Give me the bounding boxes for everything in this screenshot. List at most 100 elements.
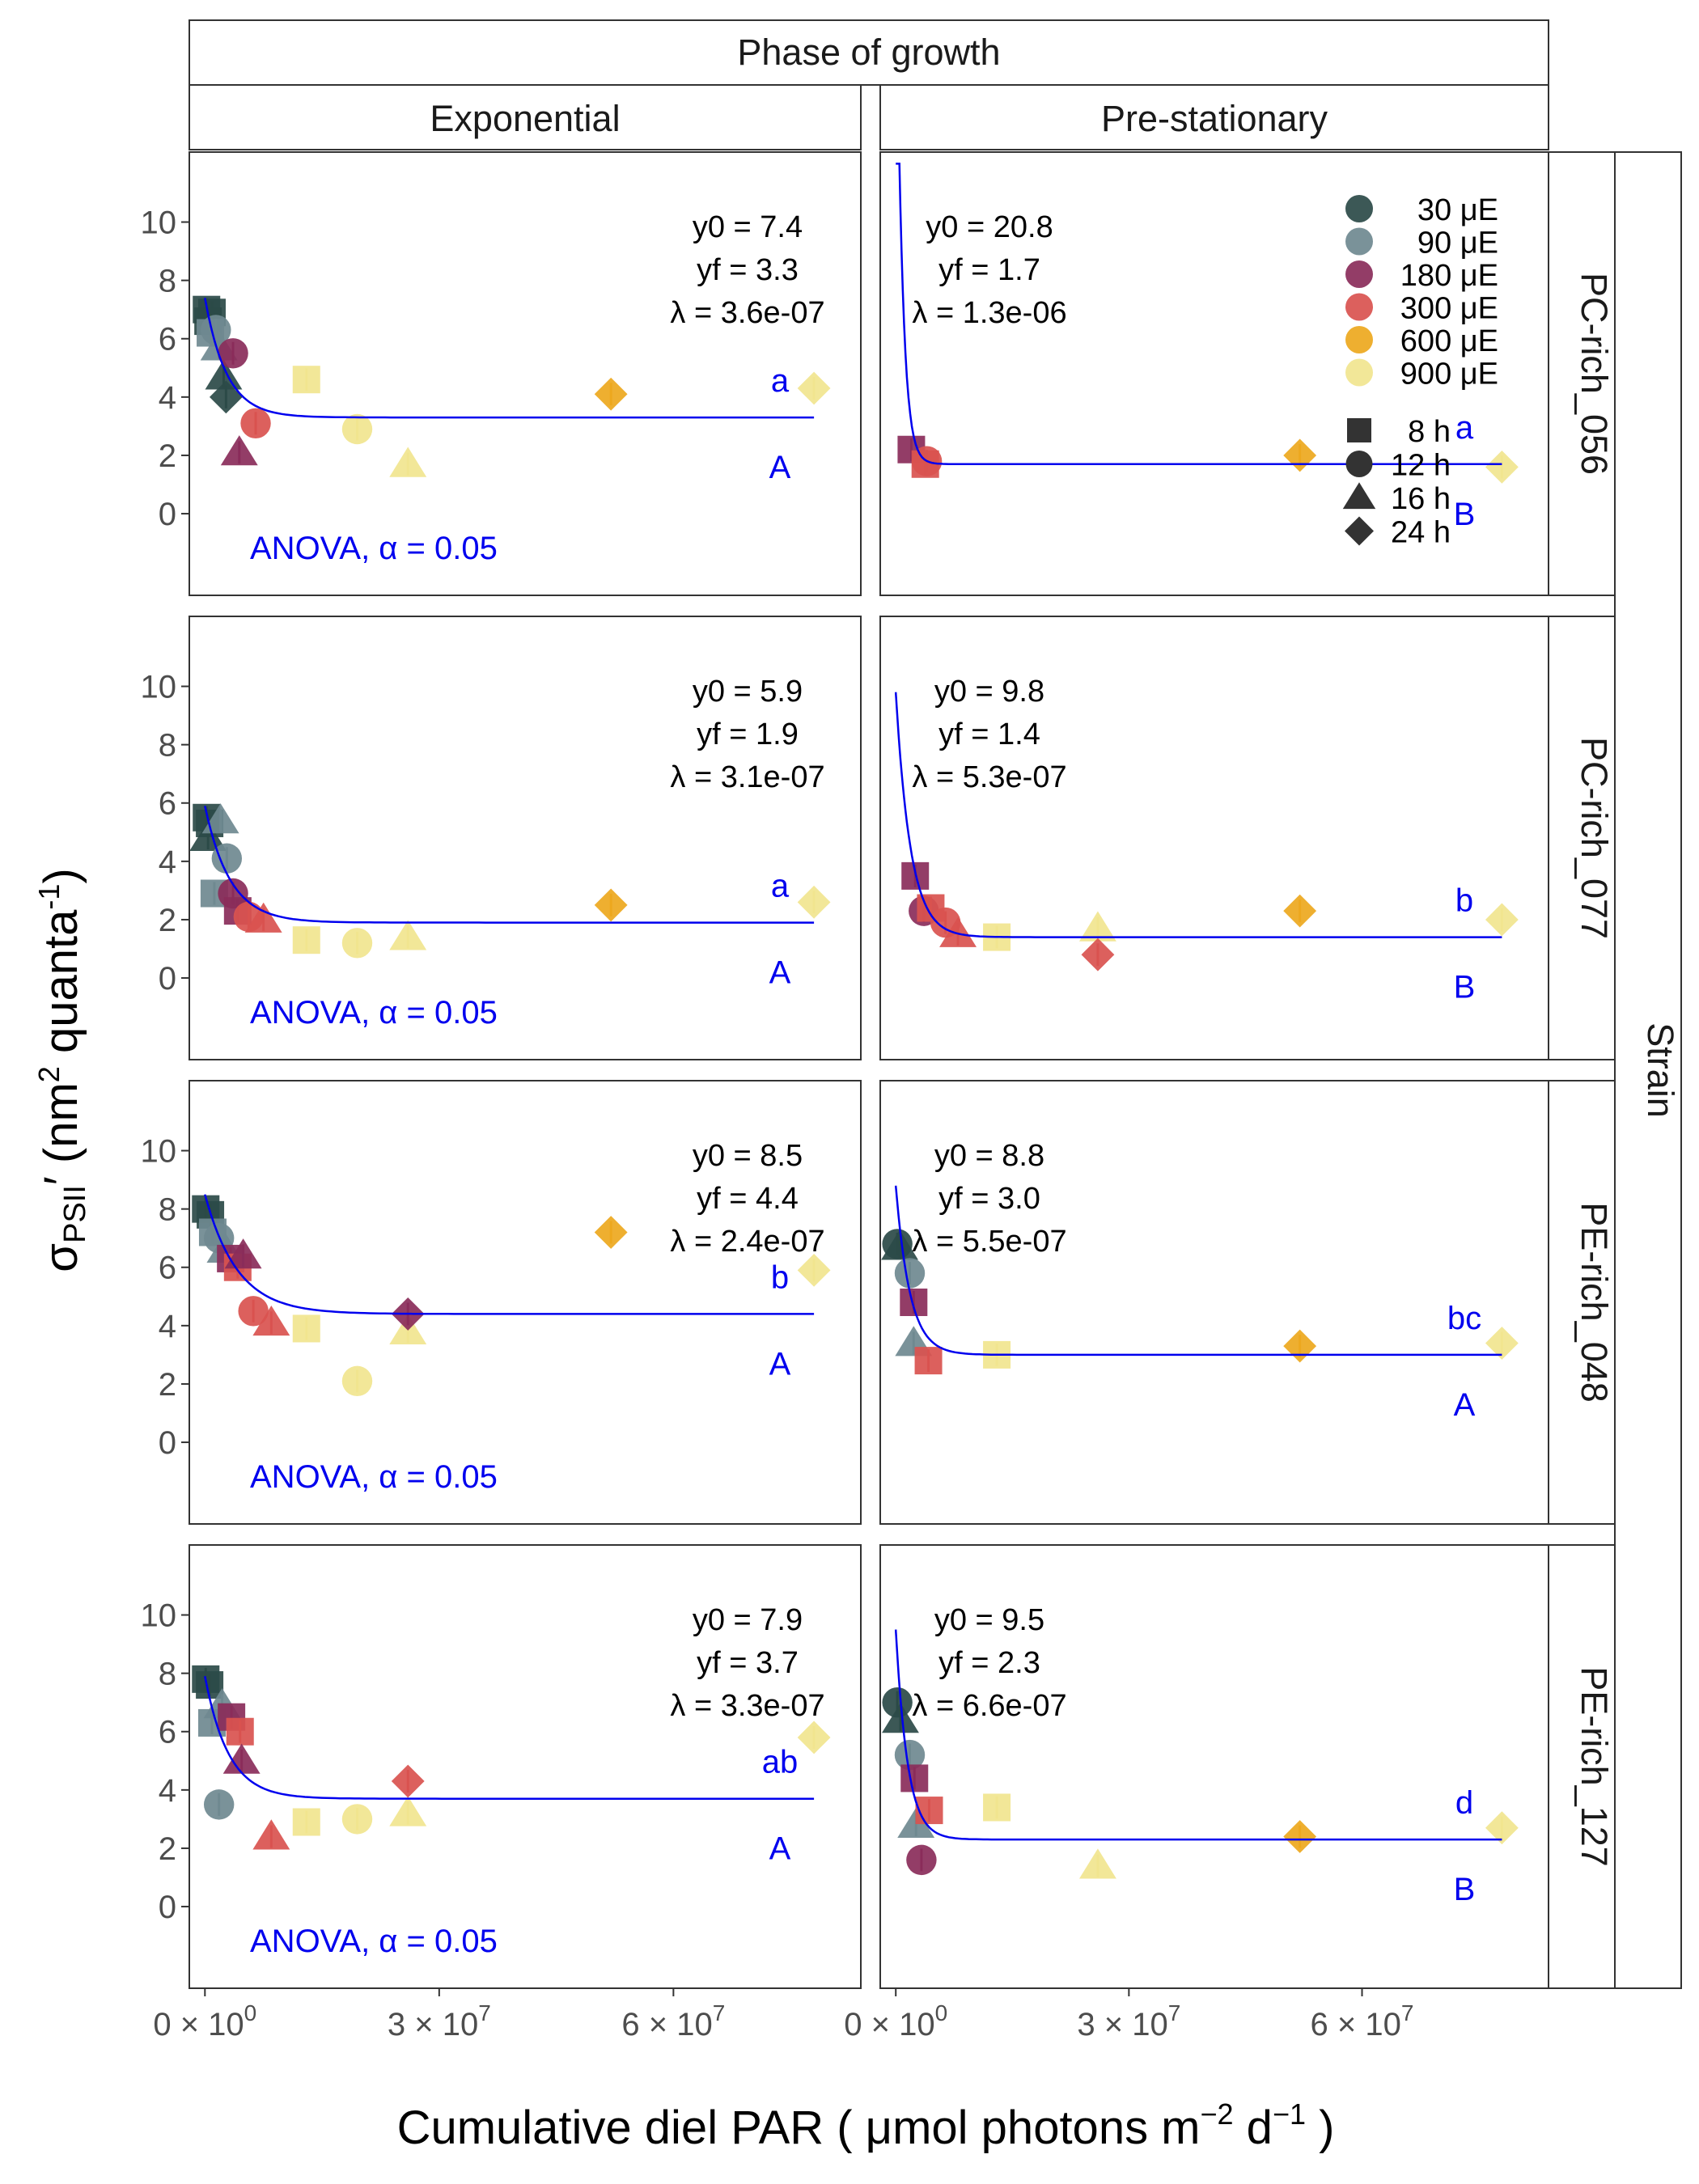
y-tick-label: 10 — [141, 1598, 177, 1634]
x-title-b: d — [1234, 2101, 1273, 2154]
data-point — [1283, 894, 1317, 928]
data-point — [224, 1238, 262, 1269]
fit-stat: y0 = 7.9 — [693, 1603, 803, 1637]
y-tick-label: 2 — [159, 1831, 176, 1867]
data-point — [226, 1717, 254, 1746]
group-letter-lower: bc — [1447, 1301, 1481, 1336]
group-letter-lower: a — [771, 869, 790, 904]
fit-line — [896, 163, 1502, 466]
y-tick-label: 6 — [159, 786, 176, 822]
group-letter-upper: A — [769, 1346, 791, 1382]
fit-stat: λ = 5.3e-07 — [912, 760, 1066, 794]
fit-line — [204, 298, 815, 419]
y-tick-label: 4 — [159, 1309, 176, 1344]
panel-border — [189, 616, 862, 1060]
fit-stat: λ = 1.3e-06 — [912, 296, 1066, 330]
data-point — [209, 380, 243, 414]
legend-light-swatch — [1345, 326, 1373, 353]
fit-stat: y0 = 9.8 — [934, 675, 1044, 709]
row-strip-3: PE-rich_127 — [1574, 1666, 1615, 1867]
group-letter-upper: A — [769, 1831, 791, 1867]
row-strip-3-box — [1548, 1544, 1616, 1989]
y-tick-label: 6 — [159, 1251, 176, 1286]
fit-stat: yf = 3.3 — [697, 253, 799, 287]
data-point — [906, 1844, 937, 1876]
data-point — [914, 1347, 943, 1375]
data-point — [201, 803, 239, 834]
legend-light-label: 300 μE — [1400, 292, 1498, 326]
x-tick-label: 6 × 107 — [1311, 2000, 1414, 2042]
y-title-rest: ′ (nm — [35, 1082, 87, 1185]
fit-stat: yf = 2.3 — [938, 1646, 1040, 1680]
panel-border — [879, 1544, 1549, 1989]
data-point — [594, 888, 628, 922]
x-title-sup-a: −2 — [1201, 2097, 1234, 2131]
panel-border — [189, 1544, 862, 1989]
y-axis-title: σPSII′ (nm2 quanta-1) — [32, 868, 92, 1272]
col-strip-prestationary: Pre-stationary — [1101, 98, 1328, 139]
fit-stat: λ = 2.4e-07 — [670, 1225, 824, 1259]
data-point — [341, 1365, 373, 1397]
panel-border — [189, 1080, 862, 1525]
fit-line — [894, 1629, 1502, 1841]
data-point — [389, 920, 427, 950]
data-point — [882, 1703, 919, 1733]
x-tick-label: 3 × 107 — [1077, 2000, 1180, 2042]
legend-shape-label: 16 h — [1391, 482, 1451, 516]
data-point — [341, 928, 373, 959]
legend-light-label: 900 μE — [1400, 358, 1498, 392]
legend-shape-swatch — [1342, 482, 1376, 510]
data-point — [881, 1230, 918, 1260]
strain-strip-box — [1614, 151, 1682, 1989]
data-point — [1485, 450, 1519, 484]
group-letter-lower: ab — [762, 1745, 799, 1780]
y-tick-label: 8 — [159, 264, 176, 299]
fit-stat: yf = 3.7 — [697, 1646, 799, 1680]
fit-stat: yf = 1.7 — [938, 253, 1040, 287]
anova-label: ANOVA, α = 0.05 — [250, 531, 498, 566]
panel-PE-rich_048-pre-stationary: y0 = 8.8 yf = 3.0 λ = 5.5e-07 bc A — [879, 1080, 1549, 1525]
anova-label: ANOVA, α = 0.05 — [250, 995, 498, 1031]
data-point — [389, 447, 427, 477]
y-tick-label: 10 — [141, 670, 177, 705]
phase-strip-box — [189, 19, 1549, 86]
y-tick-label: 10 — [141, 205, 177, 241]
data-point — [797, 371, 831, 405]
panel-PC-rich_077-exponential: 0 2 4 6 8 10 y0 = 5.9 yf = 1.9 λ = 3.1e-07 a A ANOV… — [141, 616, 862, 1060]
y-tick-label: 8 — [159, 728, 176, 764]
legend-shape-swatch — [1345, 516, 1374, 546]
group-letter-upper: B — [1454, 497, 1476, 532]
y-tick-label: 8 — [159, 1192, 176, 1228]
y-tick-label: 6 — [159, 322, 176, 358]
data-point — [218, 338, 248, 369]
fit-stat: y0 = 7.4 — [693, 210, 803, 244]
data-point — [211, 843, 243, 874]
legend-light-label: 600 μE — [1400, 324, 1498, 358]
row-strip-2-box — [1548, 1080, 1616, 1525]
x-tick-label: 0 × 100 — [844, 2000, 947, 2042]
fit-stat: y0 = 5.9 — [693, 675, 803, 709]
group-letter-upper: A — [1454, 1387, 1476, 1423]
y-tick-label: 0 — [159, 497, 176, 532]
y-tick-label: 4 — [159, 844, 176, 880]
data-point — [939, 916, 977, 947]
x-tick-label: 3 × 107 — [388, 2000, 491, 2042]
fit-line — [894, 1185, 1502, 1357]
y-tick-label: 2 — [159, 903, 176, 938]
x-axis-title: Cumulative diel PAR ( μmol photons m−2 d… — [397, 2097, 1335, 2154]
data-point — [189, 820, 227, 851]
row-strip-0: PC-rich_056 — [1574, 273, 1615, 475]
data-point — [900, 1289, 928, 1316]
data-point — [1078, 911, 1116, 942]
data-point — [205, 359, 243, 390]
y-title-quanta: quanta — [35, 909, 87, 1066]
y-tick-label: 0 — [159, 1890, 176, 1925]
fit-line — [894, 692, 1502, 938]
row-strip-2: PE-rich_048 — [1574, 1202, 1615, 1403]
data-point — [244, 902, 282, 933]
data-point — [894, 1258, 926, 1289]
group-letter-upper: B — [1454, 970, 1476, 1005]
fit-stat: λ = 5.5e-07 — [912, 1225, 1066, 1259]
row-strip-0-box — [1548, 151, 1616, 596]
fit-stat: yf = 1.9 — [697, 717, 799, 751]
